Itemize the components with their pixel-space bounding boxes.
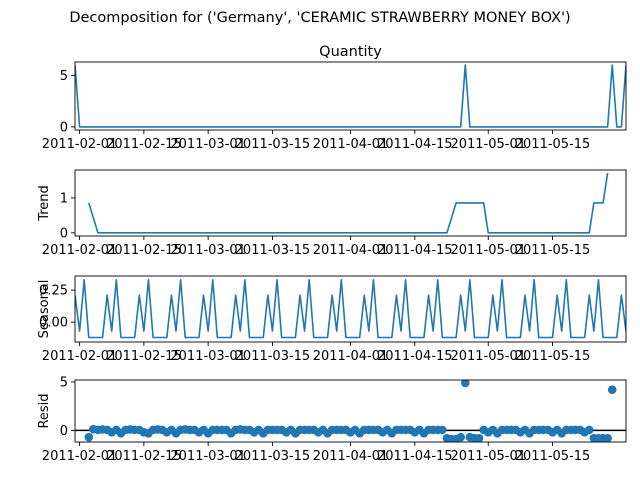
axes-frame xyxy=(74,169,627,237)
subplots: 052011-02-012011-02-152011-03-012011-03-… xyxy=(37,44,627,464)
series-line xyxy=(75,279,626,339)
x-tick-label: 2011-03-15 xyxy=(235,137,311,152)
x-tick-label: 2011-04-15 xyxy=(377,349,453,364)
resid-point xyxy=(474,433,484,442)
y-tick-label: 0 xyxy=(60,226,68,241)
x-tick-label: 2011-04-15 xyxy=(377,137,453,152)
x-tick-label: 2011-04-01 xyxy=(313,137,389,152)
x-tick-label: 2011-02-15 xyxy=(106,137,182,152)
x-tick-label: 2011-03-01 xyxy=(170,449,246,464)
resid-point xyxy=(584,425,594,435)
x-tick-label: 2011-05-01 xyxy=(450,449,526,464)
resid-point xyxy=(456,432,466,442)
y-tick-label: 0.25 xyxy=(39,284,68,299)
resid-point xyxy=(603,433,612,442)
resid-point xyxy=(438,425,447,435)
axes-frame xyxy=(74,275,627,343)
x-tick-label: 2011-03-15 xyxy=(235,449,311,464)
x-tick-label: 2011-05-01 xyxy=(450,349,526,364)
y-tick-label: 5 xyxy=(60,375,68,390)
x-tick-label: 2011-02-01 xyxy=(42,137,118,152)
scatter-points xyxy=(84,380,617,442)
x-tick-label: 2011-03-01 xyxy=(170,349,246,364)
y-tick-label: 0 xyxy=(60,120,68,135)
y-axis-label: Trend xyxy=(37,185,52,222)
x-tick-label: 2011-03-15 xyxy=(235,243,311,258)
axes-frame xyxy=(74,61,627,131)
x-tick-label: 2011-05-01 xyxy=(450,243,526,258)
x-tick-label: 2011-05-01 xyxy=(450,137,526,152)
subplot-4: 0 5 2011-02-012011-02-152011-03-012011-03-… xyxy=(37,375,627,464)
x-tick-label: 2011-02-15 xyxy=(106,243,182,258)
figure-title: Decomposition for ('Germany', 'CERAMIC S… xyxy=(69,10,570,26)
series-line xyxy=(75,64,626,128)
x-tick-label: 2011-03-15 xyxy=(235,349,311,364)
resid-point xyxy=(607,385,617,394)
x-tick-label: 2011-04-15 xyxy=(377,449,453,464)
x-tick-label: 2011-02-01 xyxy=(42,349,118,364)
y-tick-label: 0.00 xyxy=(39,316,68,331)
series-line xyxy=(88,172,609,234)
x-tick-label: 2011-02-15 xyxy=(106,349,182,364)
resid-point xyxy=(460,380,470,388)
y-tick-label: 5 xyxy=(60,69,68,84)
subplot-3: 0.000.252011-02-012011-02-152011-03-0120… xyxy=(37,275,627,364)
subplot-title: Quantity xyxy=(319,44,382,60)
x-tick-label: 2011-05-15 xyxy=(515,137,591,152)
x-tick-label: 2011-02-15 xyxy=(106,449,182,464)
y-axis-label: Seasonal xyxy=(37,280,52,339)
x-tick-label: 2011-05-15 xyxy=(515,349,591,364)
y-tick-label: 0 xyxy=(60,424,68,439)
x-tick-label: 2011-03-01 xyxy=(170,137,246,152)
x-tick-label: 2011-02-01 xyxy=(42,449,118,464)
x-tick-label: 2011-05-15 xyxy=(515,243,591,258)
x-tick-label: 2011-02-01 xyxy=(42,243,118,258)
resid-point xyxy=(84,432,94,442)
y-axis-label: Resid xyxy=(37,393,52,428)
x-tick-label: 2011-04-01 xyxy=(313,449,389,464)
x-tick-label: 2011-03-01 xyxy=(170,243,246,258)
y-tick-label: 1 xyxy=(60,191,68,206)
x-tick-label: 2011-04-01 xyxy=(313,349,389,364)
x-tick-label: 2011-05-15 xyxy=(515,449,591,464)
x-tick-label: 2011-04-01 xyxy=(313,243,389,258)
x-tick-label: 2011-04-15 xyxy=(377,243,453,258)
subplot-2: 0 1 2011-02-012011-02-152011-03-012011-03-… xyxy=(37,169,627,258)
subplot-1: 0 5 2011-02-012011-02-152011-03-012011-03-… xyxy=(42,44,627,152)
